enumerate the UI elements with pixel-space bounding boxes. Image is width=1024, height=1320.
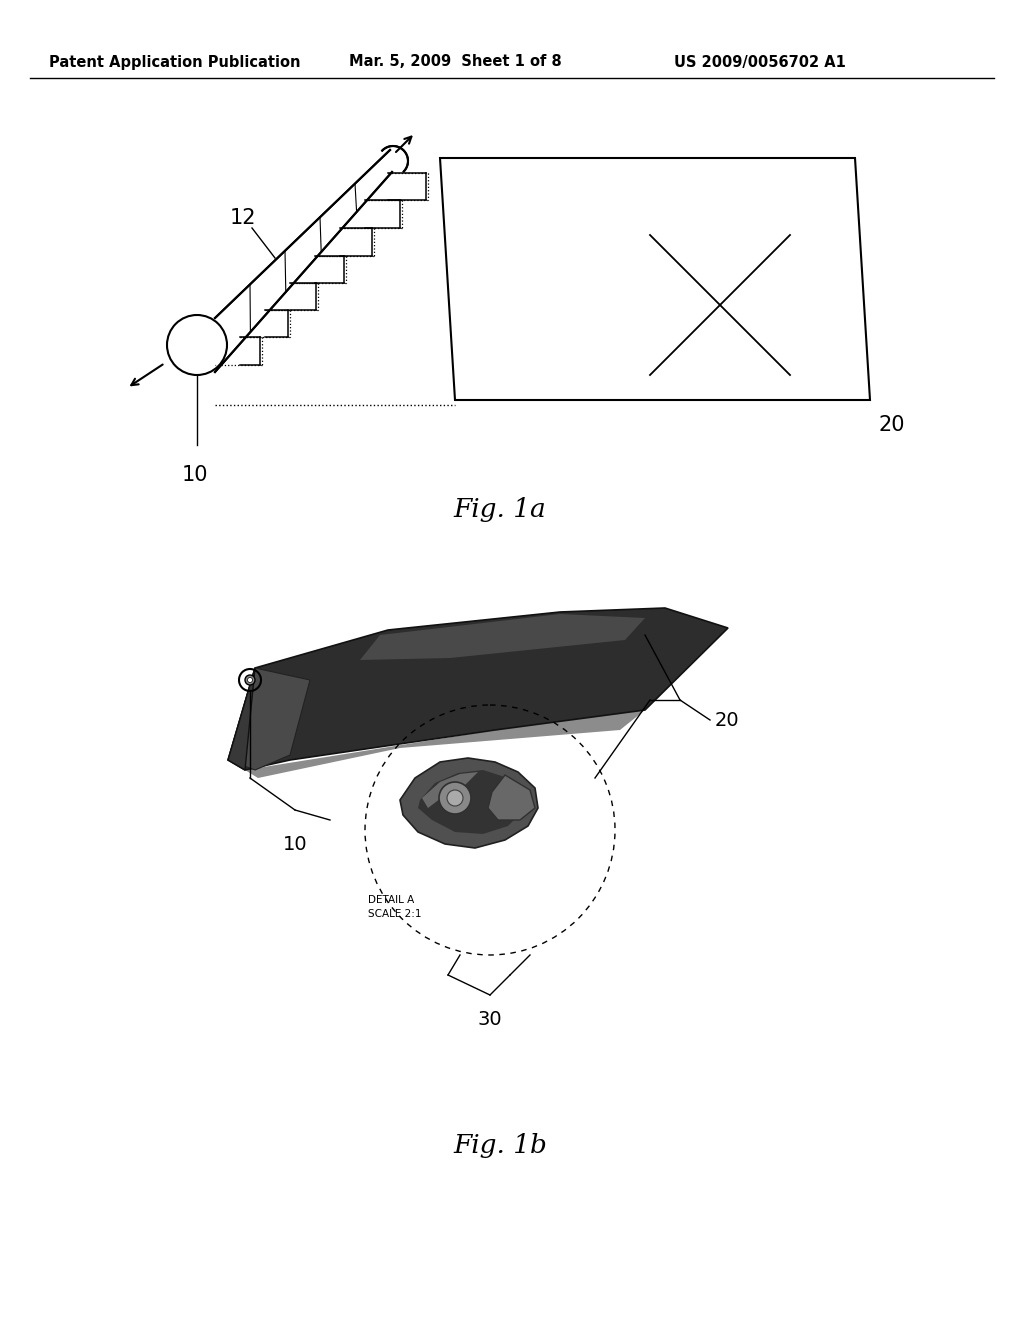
Polygon shape <box>422 772 478 808</box>
Polygon shape <box>245 710 645 777</box>
Text: US 2009/0056702 A1: US 2009/0056702 A1 <box>674 54 846 70</box>
Text: 12: 12 <box>229 209 256 228</box>
Polygon shape <box>360 614 645 660</box>
Text: Mar. 5, 2009  Sheet 1 of 8: Mar. 5, 2009 Sheet 1 of 8 <box>348 54 561 70</box>
Text: 10: 10 <box>283 836 307 854</box>
Polygon shape <box>440 158 870 400</box>
Text: DETAIL A
SCALE 2:1: DETAIL A SCALE 2:1 <box>368 895 422 919</box>
Text: Fig. 1a: Fig. 1a <box>454 498 547 523</box>
Polygon shape <box>228 668 310 770</box>
Circle shape <box>447 789 463 807</box>
Circle shape <box>439 781 471 814</box>
Text: Patent Application Publication: Patent Application Publication <box>49 54 301 70</box>
Circle shape <box>245 675 255 685</box>
Circle shape <box>248 677 253 682</box>
Text: Fig. 1b: Fig. 1b <box>453 1133 547 1158</box>
Text: 10: 10 <box>181 465 208 484</box>
Polygon shape <box>228 609 728 770</box>
Polygon shape <box>228 668 255 770</box>
Text: 20: 20 <box>878 414 904 436</box>
Polygon shape <box>488 775 535 820</box>
Polygon shape <box>418 770 525 834</box>
Text: 30: 30 <box>477 1010 503 1030</box>
Polygon shape <box>400 758 538 847</box>
Text: 20: 20 <box>715 710 739 730</box>
